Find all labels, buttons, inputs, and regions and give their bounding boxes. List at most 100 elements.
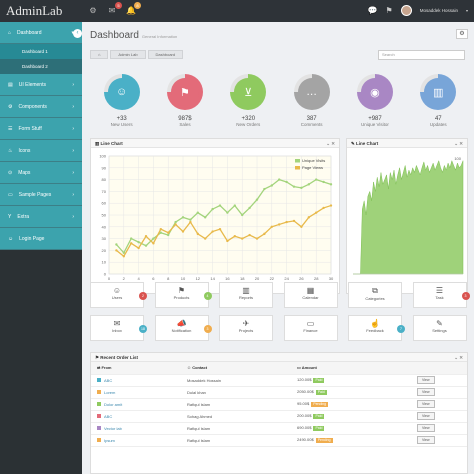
chevron-down-icon[interactable]: ▾	[465, 8, 468, 13]
breadcrumb-home-icon[interactable]: ⌂	[90, 50, 109, 59]
shortcut-inbox[interactable]: ✉ Inbox 18	[90, 315, 147, 341]
shortcut-feedback[interactable]: ☝ Feedback 7	[348, 315, 405, 341]
amount-text: 120.00$	[297, 377, 312, 382]
shortcut-reports[interactable]: ▥ Reports	[219, 282, 273, 308]
sidebar-item-components[interactable]: ⚙ Components ›	[0, 96, 82, 118]
data-point	[292, 185, 296, 188]
view-button[interactable]: View	[417, 400, 435, 408]
messages-badge: 5	[115, 2, 122, 9]
sidebar-collapse-icon[interactable]: ‹	[73, 29, 82, 38]
view-button[interactable]: View	[417, 412, 435, 420]
plane-icon: ✈	[242, 319, 250, 328]
y-tick-label: 50	[102, 213, 107, 218]
shortcut-finance[interactable]: ▭ Finance	[283, 315, 338, 341]
from-text[interactable]: ABC	[104, 377, 113, 383]
chart-icon: ▥	[424, 78, 453, 106]
stat-ring: ☺	[103, 74, 140, 110]
flag-icon[interactable]: ⚑	[385, 6, 393, 15]
from-text[interactable]: Ipsum	[104, 437, 115, 443]
series-line-unique-visits	[115, 178, 332, 254]
sidebar-item-label: Extra	[17, 213, 30, 220]
cell-contact: Rafiqul Islam	[181, 422, 291, 435]
data-point	[167, 231, 170, 234]
sidebar-item-label: Maps	[18, 169, 31, 176]
status-badge: Pending	[311, 402, 329, 407]
amount-text: 2490.00$	[297, 437, 314, 442]
from-text[interactable]: Vector lab	[104, 425, 122, 431]
panel-tools[interactable]: ⌄ ✕	[454, 355, 463, 360]
sidebar-item-maps[interactable]: ⊙ Maps ›	[0, 162, 82, 184]
shortcut-products[interactable]: ⚑ Products 4	[154, 282, 212, 308]
shortcut-label: Reports	[238, 295, 253, 300]
from-text[interactable]: ABC	[104, 413, 113, 419]
column-header-amount[interactable]: ▭ Amount	[291, 362, 411, 375]
shortcut-task[interactable]: ☰ Task 3	[412, 282, 470, 308]
line-chart-panel: ▥ Line Chart ⌄ ✕ 0 10 20 30 40 50 60 70 80 90 100 0 2…	[90, 138, 340, 294]
sidebar-item-icons[interactable]: ♨ Icons ›	[0, 140, 82, 162]
chevron-right-icon: ›	[72, 147, 74, 154]
user-name[interactable]: Mosaddek Hossain	[419, 8, 458, 13]
breadcrumb-item-admin-lab[interactable]: Admin Lab	[110, 50, 146, 59]
panel-tools[interactable]: ⌄ ✕	[326, 141, 335, 146]
x-tick-label: 20	[255, 276, 260, 281]
cell-from: ABC	[91, 410, 181, 423]
top-navbar: AdminLab ⚙ ✉ 5 🔔 8 💬 ⚑ Mosaddek Hossain ▾	[0, 0, 474, 22]
shortcut-label: Projects	[238, 328, 254, 333]
notifications-icon[interactable]: 🔔 8	[126, 2, 141, 16]
search-input[interactable]: Search	[378, 50, 465, 60]
chevron-right-icon: ›	[72, 191, 74, 198]
cell-contact: Rafiqul Islam	[181, 398, 291, 411]
stat-value: 387	[306, 116, 317, 122]
view-button[interactable]: View	[417, 424, 435, 432]
user-icon: ☺	[112, 286, 122, 295]
view-button[interactable]: View	[417, 436, 435, 444]
shortcut-projects[interactable]: ✈ Projects	[219, 315, 273, 341]
from-text[interactable]: Dolor amit	[104, 401, 123, 407]
data-point	[307, 183, 310, 186]
data-point	[204, 216, 207, 219]
cell-contact: Mosaddek Hossain	[181, 374, 291, 387]
shortcut-badge: 3	[461, 292, 470, 300]
shortcut-notification[interactable]: 📣 Notification 3	[154, 315, 212, 341]
sidebar-item-sample-pages[interactable]: ▭ Sample Pages ›	[0, 184, 82, 206]
app-logo[interactable]: AdminLab	[6, 3, 63, 18]
avatar[interactable]	[400, 5, 412, 16]
sidebar-subitem-dashboard-2[interactable]: Dashboard 2	[0, 59, 82, 74]
sidebar-item-dashboard[interactable]: ⌂ Dashboard ▾	[0, 22, 82, 44]
table-row: ABC Sohag Ahmed 200.00$ Paid View	[91, 410, 467, 423]
sidebar-item-login-page[interactable]: ☺ Login Page	[0, 228, 82, 250]
data-point	[137, 246, 140, 250]
y-tick-label: 100	[454, 156, 461, 161]
data-point	[181, 230, 185, 233]
shortcut-badge: 2	[139, 292, 147, 300]
settings-icon[interactable]: ⚙	[89, 6, 97, 15]
shortcut-badge: 3	[203, 325, 212, 333]
panel-header: ▥ Line Chart ⌄ ✕	[91, 139, 339, 148]
panel-tools[interactable]: ⌄ ✕	[454, 141, 463, 146]
shortcut-categories[interactable]: ⧉ Categories	[348, 282, 402, 308]
data-point	[226, 239, 229, 243]
x-tick-label: 4	[137, 276, 140, 281]
from-text[interactable]: Lorem	[104, 389, 116, 395]
view-button[interactable]: View	[417, 376, 435, 384]
sidebar-item-ui-elements[interactable]: ▤ UI Elements ›	[0, 74, 82, 96]
shortcut-calendar[interactable]: ▦ Calendar	[283, 282, 338, 308]
sidebar-subitem-dashboard-1[interactable]: Dashboard 1	[0, 44, 82, 59]
shortcut-settings[interactable]: ✎ Settings	[412, 315, 467, 341]
sidebar-item-extra[interactable]: Y Extra ›	[0, 206, 82, 228]
shortcut-users[interactable]: ☺ Users 2	[90, 282, 147, 308]
view-button[interactable]: View	[417, 388, 435, 396]
data-point	[144, 235, 148, 238]
column-header-contact[interactable]: ☺ Contact	[181, 362, 291, 375]
chat-icon[interactable]: 💬	[367, 6, 378, 15]
sidebar-item-form-stuff[interactable]: ☰ Form Stuff ›	[0, 118, 82, 140]
calendar-icon: ▦	[306, 286, 315, 295]
tags-icon: ⚑	[177, 286, 186, 295]
column-header-from[interactable]: ⇄ From	[91, 362, 181, 375]
gear-icon[interactable]: ⚙	[456, 29, 468, 39]
messages-icon[interactable]: ✉ 5	[107, 2, 122, 16]
cell-from: Ipsum	[91, 434, 181, 447]
status-badge: Paid	[313, 426, 325, 431]
cell-from: Vector lab	[91, 422, 181, 435]
sidebar-item-label: Form Stuff	[18, 125, 42, 132]
